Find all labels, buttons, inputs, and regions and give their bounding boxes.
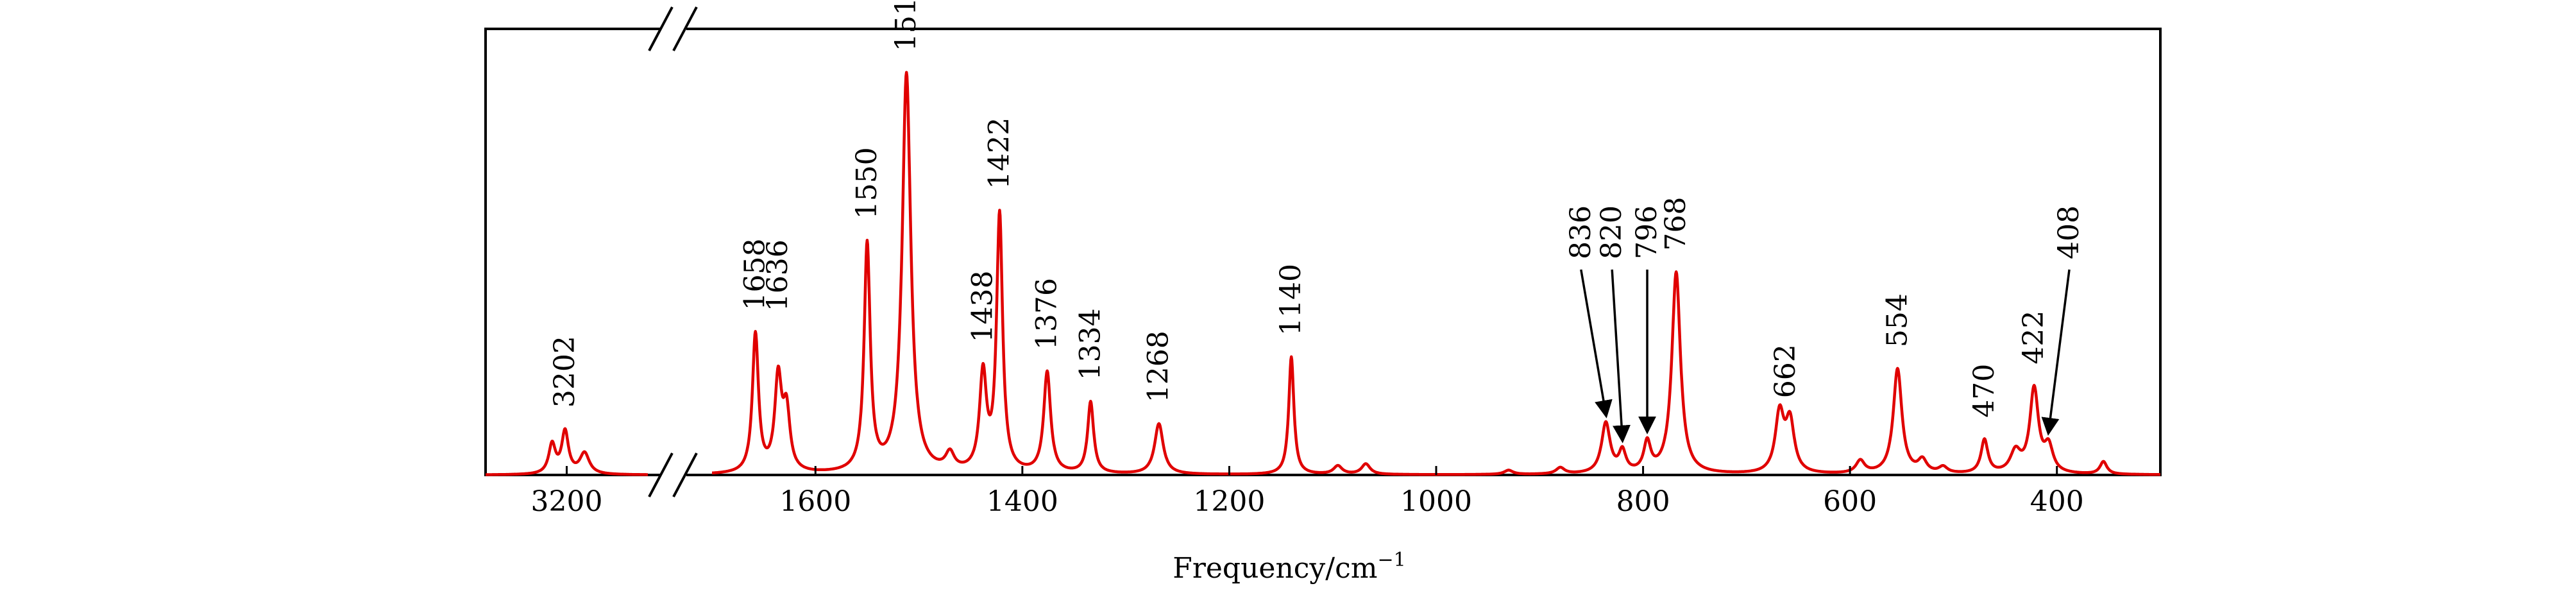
peak-label-470: 470 (1968, 364, 2001, 418)
arrow-label-820: 820 (1595, 205, 1628, 259)
x-tick-label-1400: 1400 (987, 485, 1058, 518)
x-tick-label-800: 800 (1616, 485, 1670, 518)
x-tick-label-400: 400 (2030, 485, 2084, 518)
peak-label-1140: 1140 (1275, 264, 1307, 336)
x-axis-title: Frequency/cm−1 (1173, 549, 1405, 585)
x-tick-label-1200: 1200 (1193, 485, 1265, 518)
x-tick-label-1000: 1000 (1400, 485, 1472, 518)
arrow-836 (1580, 269, 1613, 418)
plot-frame (484, 28, 2162, 476)
peak-label-1334: 1334 (1074, 308, 1106, 380)
arrow-label-408: 408 (2053, 205, 2085, 259)
peak-label-1268: 1268 (1142, 331, 1175, 402)
peak-label-3202: 3202 (548, 336, 581, 408)
arrow-820 (1611, 269, 1631, 444)
arrow-label-796: 796 (1631, 205, 1663, 259)
arrow-label-836: 836 (1564, 205, 1597, 259)
x-tick-label-1600: 1600 (779, 485, 851, 518)
series-line-seg-0 (484, 427, 649, 476)
x-tick-label-3200: 3200 (531, 485, 603, 518)
peak-label-1636: 1636 (761, 239, 794, 311)
peak-label-422: 422 (2017, 311, 2050, 365)
peak-label-1550: 1550 (851, 147, 883, 219)
peak-label-1512: 1512 (890, 0, 922, 51)
axis-break-bottom (648, 453, 698, 497)
axis-break-top (648, 6, 698, 51)
arrow-408 (2041, 269, 2071, 436)
x-tick-label-600: 600 (1823, 485, 1877, 518)
peak-label-1376: 1376 (1031, 278, 1063, 350)
peak-label-1438: 1438 (967, 270, 999, 342)
peak-label-1658: 1658 (739, 239, 772, 311)
peak-label-1422: 1422 (983, 117, 1015, 189)
peak-label-768: 768 (1659, 197, 1692, 251)
peak-label-662: 662 (1769, 344, 1802, 398)
peak-label-554: 554 (1881, 293, 1913, 347)
